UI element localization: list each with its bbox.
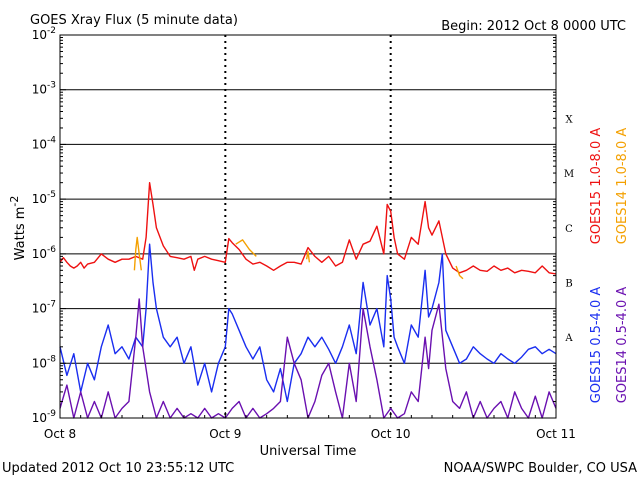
x-tick-label: Oct 8	[44, 427, 76, 441]
legend: GOES15 1.0-8.0 A GOES14 1.0-8.0 A GOES15 0…	[589, 128, 630, 404]
x-tick-label: Oct 10	[371, 427, 411, 441]
y-tick-label: 10-7	[32, 300, 56, 316]
series-line-goes14-1-0-8-0-a	[305, 250, 311, 263]
series-line-goes14-1-0-8-0-a	[455, 265, 464, 280]
y-tick-label: 10-9	[32, 409, 57, 425]
grid-layer	[60, 34, 556, 419]
y-tick-label: 10-5	[32, 190, 56, 206]
series-line-goes15-0-5-4-0-a	[59, 243, 557, 403]
y-axis-label-group: Watts m-2	[8, 196, 28, 261]
series-line-goes14-1-0-8-0-a	[133, 236, 142, 271]
y-tick-label: 10-4	[32, 135, 57, 151]
flare-class-c: C	[565, 224, 573, 235]
y-tick-label: 10-2	[32, 26, 56, 42]
updated-time: Updated 2012 Oct 10 23:55:12 UTC	[2, 461, 234, 476]
x-tick-label: Oct 9	[209, 427, 241, 441]
legend-entry-goes15-0-5-4-0-a: GOES15 0.5-4.0 A	[589, 287, 604, 404]
legend-entry-goes14-0-5-4-0-a: GOES14 0.5-4.0 A	[615, 287, 630, 404]
chart-title: GOES Xray Flux (5 minute data)	[30, 13, 238, 28]
begin-date: Begin: 2012 Oct 8 0000 UTC	[441, 19, 626, 34]
flare-class-b: B	[565, 278, 572, 289]
y-axis-ticks: 10-9 10-8 10-7 10-6 10-5 10-4 10-3 10-2	[32, 26, 556, 425]
plot-frame	[59, 34, 557, 419]
flare-class-a: A	[564, 333, 573, 344]
legend-entry-goes14-1-0-8-0-a: GOES14 1.0-8.0 A	[615, 128, 630, 245]
source-credit: NOAA/SWPC Boulder, CO USA	[444, 461, 637, 476]
flare-class-x: X	[565, 114, 573, 125]
series-line-goes14-0-5-4-0-a	[59, 298, 557, 419]
flare-class-m: M	[564, 169, 574, 180]
x-axis-ticks: Oct 8 Oct 9 Oct 10 Oct 11	[44, 412, 576, 441]
x-tick-label: Oct 11	[536, 427, 576, 441]
x-axis-label: Universal Time	[260, 444, 357, 459]
y-tick-label: 10-3	[32, 81, 56, 97]
y-tick-label: 10-6	[32, 245, 57, 261]
y-tick-label: 10-8	[32, 354, 57, 370]
series-line-goes15-1-0-8-0-a	[59, 181, 557, 275]
series-layer	[59, 181, 557, 419]
legend-entry-goes15-1-0-8-0-a: GOES15 1.0-8.0 A	[589, 128, 604, 245]
flare-class-labels: X M C B A	[564, 114, 574, 344]
y-axis-label: Watts m-2	[8, 196, 28, 261]
series-line-goes14-1-0-8-0-a	[235, 239, 257, 257]
